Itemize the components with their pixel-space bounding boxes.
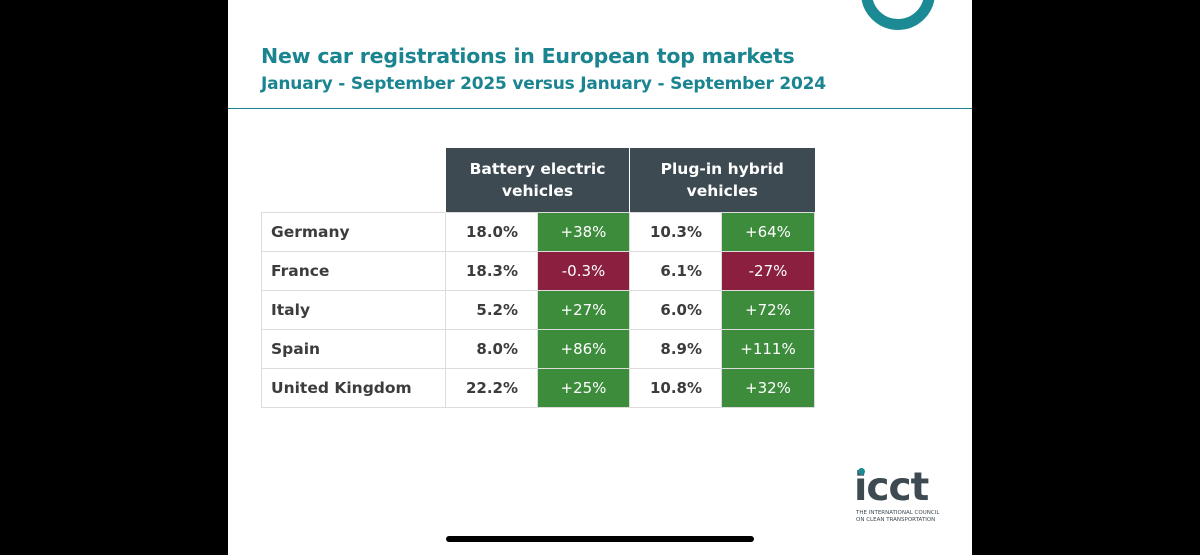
header-row: Battery electric vehicles Plug-in hybrid… — [262, 148, 815, 213]
phev-share-cell: 8.9% — [629, 329, 722, 369]
country-cell: Germany — [261, 212, 446, 252]
phev-change-cell: -27% — [721, 251, 815, 291]
country-cell: France — [261, 251, 446, 291]
phev-change-cell: +111% — [721, 329, 815, 369]
phev-share-cell: 10.3% — [629, 212, 722, 252]
title-divider — [228, 108, 972, 109]
bev-share-cell: 5.2% — [445, 290, 538, 330]
bev-share-cell: 18.3% — [445, 251, 538, 291]
bev-share-cell: 22.2% — [445, 368, 538, 408]
country-cell: Italy — [261, 290, 446, 330]
chart-subtitle: January - September 2025 versus January … — [261, 74, 826, 94]
logo-dot-icon — [858, 468, 865, 475]
country-cell: United Kingdom — [261, 368, 446, 408]
ring-decoration-icon — [861, 0, 935, 30]
phev-share-cell: 6.1% — [629, 251, 722, 291]
country-cell: Spain — [261, 329, 446, 369]
phev-change-cell: +64% — [721, 212, 815, 252]
bev-change-cell: +86% — [537, 329, 630, 369]
bev-change-cell: +27% — [537, 290, 630, 330]
table-row: France 18.3% -0.3% 6.1% -27% — [261, 251, 815, 291]
bev-share-cell: 18.0% — [445, 212, 538, 252]
home-indicator[interactable] — [446, 536, 754, 542]
phev-change-cell: +72% — [721, 290, 815, 330]
column-header-bev: Battery electric vehicles — [445, 148, 630, 213]
bev-change-cell: +25% — [537, 368, 630, 408]
phev-share-cell: 6.0% — [629, 290, 722, 330]
column-header-phev: Plug-in hybrid vehicles — [629, 148, 815, 213]
chart-title: New car registrations in European top ma… — [261, 44, 795, 68]
slide: New car registrations in European top ma… — [228, 0, 972, 555]
logo-tagline: THE INTERNATIONAL COUNCIL ON CLEAN TRANS… — [856, 510, 940, 523]
phev-share-cell: 10.8% — [629, 368, 722, 408]
table-body: Germany 18.0% +38% 10.3% +64% France 18.3% -0.3… — [261, 212, 815, 408]
table-row: Spain 8.0% +86% 8.9% +111% — [261, 329, 815, 369]
bev-change-cell: +38% — [537, 212, 630, 252]
table-row: Germany 18.0% +38% 10.3% +64% — [261, 212, 815, 252]
header-corner — [262, 148, 446, 213]
phev-change-cell: +32% — [721, 368, 815, 408]
registrations-table: Battery electric vehicles Plug-in hybrid… — [261, 148, 815, 408]
bev-change-cell: -0.3% — [537, 251, 630, 291]
bev-share-cell: 8.0% — [445, 329, 538, 369]
icct-logo: icct — [854, 465, 929, 510]
table-row: United Kingdom 22.2% +25% 10.8% +32% — [261, 368, 815, 408]
table-row: Italy 5.2% +27% 6.0% +72% — [261, 290, 815, 330]
